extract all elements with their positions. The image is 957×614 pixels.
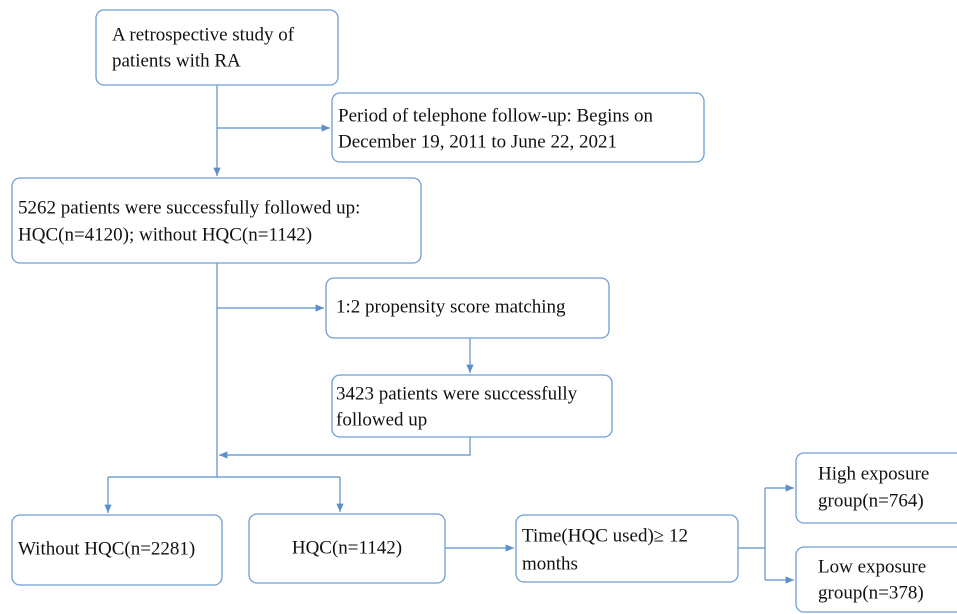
node-text: A retrospective study of xyxy=(112,24,295,45)
node-text: 3423 patients were successfully xyxy=(336,383,578,404)
connectors xyxy=(104,85,794,584)
arrow xyxy=(219,437,471,459)
node-text: HQC(n=4120); without HQC(n=1142) xyxy=(18,224,312,245)
node-text: Low exposure xyxy=(818,556,926,577)
node-text: HQC(n=1142) xyxy=(292,537,402,558)
node-box xyxy=(331,92,705,163)
node-box xyxy=(515,514,739,583)
node-box xyxy=(795,546,957,613)
node-text: December 19, 2011 to June 22, 2021 xyxy=(338,131,617,152)
node-box xyxy=(795,452,957,524)
node-text: months xyxy=(522,553,578,574)
node-box xyxy=(325,277,610,339)
node-text: 1:2 propensity score matching xyxy=(336,296,566,317)
node-text: Period of telephone follow-up: Begins on xyxy=(338,105,654,126)
node-text: group(n=378) xyxy=(818,582,924,603)
node-text: 5262 patients were successfully followed… xyxy=(18,197,360,218)
node-text: Time(HQC used)≥ 12 xyxy=(522,525,688,546)
node-text: group(n=764) xyxy=(818,490,924,511)
node-text: High exposure xyxy=(818,463,929,484)
node-box xyxy=(95,9,339,86)
node-box xyxy=(248,513,446,584)
node-text: Without HQC(n=2281) xyxy=(18,538,195,559)
node-box xyxy=(331,374,613,438)
node-text: followed up xyxy=(336,409,427,430)
node-box xyxy=(11,177,422,264)
node-text: patients with RA xyxy=(112,50,241,71)
node-box xyxy=(11,514,223,586)
